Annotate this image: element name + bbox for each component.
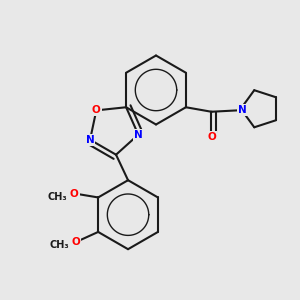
Text: N: N xyxy=(86,135,94,145)
Text: O: O xyxy=(207,132,216,142)
Text: O: O xyxy=(70,189,79,200)
Text: O: O xyxy=(92,105,101,116)
Text: CH₃: CH₃ xyxy=(49,240,69,250)
Text: N: N xyxy=(134,130,143,140)
Text: N: N xyxy=(238,105,247,115)
Text: O: O xyxy=(71,237,80,248)
Text: CH₃: CH₃ xyxy=(48,192,68,202)
